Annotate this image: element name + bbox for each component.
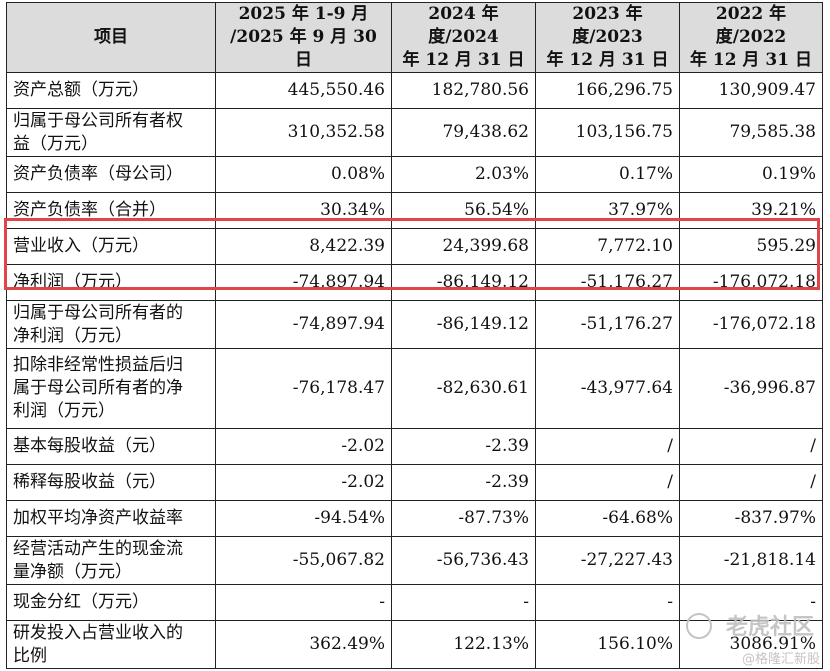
cell-value: -27,227.43 [535,536,680,585]
cell-value: 595.29 [679,228,823,265]
cell-value: 182,780.56 [391,72,536,109]
table-row: 现金分红（万元） - - - - [6,584,823,621]
cell-value: 56.54% [391,192,536,229]
cell-value: -56,736.43 [391,536,536,585]
row-label: 研发投入占营业收入的 比例 [6,620,216,669]
row-label: 经营活动产生的现金流 量净额（万元） [6,536,216,585]
cell-value: -82,630.61 [391,348,536,429]
table-row: 资产负债率（合并） 30.34% 56.54% 37.97% 39.21% [6,192,823,229]
row-label: 加权平均净资产收益率 [6,500,216,537]
cell-value: -76,178.47 [215,348,392,429]
table-row: 稀释每股收益（元） -2.02 -2.39 / / [6,464,823,501]
cell-value: - [679,584,823,621]
cell-value: 8,422.39 [215,228,392,265]
table-row: 经营活动产生的现金流 量净额（万元） -55,067.82 -56,736.43 … [6,536,823,585]
table-header-row: 项目 2025 年 1-9 月/2025 年 9 月 30 日 2024 年度/… [6,2,823,73]
row-label: 扣除非经常性损益后归 属于母公司所有者的净 利润（万元） [6,348,216,429]
cell-value: 37.97% [535,192,680,229]
cell-value: / [679,464,823,501]
header-col-2022: 2022 年度/2022 年 12 月 31 日 [679,2,823,73]
cell-value: -36,996.87 [679,348,823,429]
cell-value: 156.10% [535,620,680,669]
row-label: 现金分红（万元） [6,584,216,621]
cell-value: -74,897.94 [215,264,392,301]
header-col-2023: 2023 年度/2023 年 12 月 31 日 [535,2,680,73]
cell-value: -86,149.12 [391,300,536,349]
cell-value: 130,909.47 [679,72,823,109]
cell-value: 122.13% [391,620,536,669]
cell-value: -21,818.14 [679,536,823,585]
cell-value: 39.21% [679,192,823,229]
cell-value: 166,296.75 [535,72,680,109]
cell-value: 310,352.58 [215,108,392,157]
cell-value: -2.39 [391,428,536,465]
cell-value: / [535,464,680,501]
cell-value: -94.54% [215,500,392,537]
cell-value: - [215,584,392,621]
table-row: 营业收入（万元） 8,422.39 24,399.68 7,772.10 595… [6,228,823,265]
row-label: 净利润（万元） [6,264,216,301]
cell-value: -43,977.64 [535,348,680,429]
cell-value: -86,149.12 [391,264,536,301]
cell-value: 0.19% [679,156,823,193]
table-row: 扣除非经常性损益后归 属于母公司所有者的净 利润（万元） -76,178.47 -8… [6,348,823,429]
cell-value: 24,399.68 [391,228,536,265]
cell-value: -2.39 [391,464,536,501]
row-label: 归属于母公司所有者权 益（万元） [6,108,216,157]
cell-value: 0.17% [535,156,680,193]
table-row: 加权平均净资产收益率 -94.54% -87.73% -64.68% -837.… [6,500,823,537]
cell-value: 103,156.75 [535,108,680,157]
header-col-2025: 2025 年 1-9 月/2025 年 9 月 30 日 [215,2,392,73]
cell-value: -176,072.18 [679,264,823,301]
cell-value: / [679,428,823,465]
row-label: 归属于母公司所有者的 净利润（万元） [6,300,216,349]
cell-value: 7,772.10 [535,228,680,265]
watermark-logo-icon [686,613,712,639]
cell-value: - [535,584,680,621]
cell-value: -55,067.82 [215,536,392,585]
cell-value: 30.34% [215,192,392,229]
cell-value: -51,176.27 [535,264,680,301]
cell-value: -2.02 [215,428,392,465]
header-item: 项目 [6,2,216,73]
table-row: 净利润（万元） -74,897.94 -86,149.12 -51,176.27… [6,264,823,301]
row-label: 资产负债率（母公司） [6,156,216,193]
cell-value: -2.02 [215,464,392,501]
row-label: 资产总额（万元） [6,72,216,109]
cell-value: 79,438.62 [391,108,536,157]
cell-value: 362.49% [215,620,392,669]
cell-value: -176,072.18 [679,300,823,349]
watermark-text: 老虎社区 [725,615,814,640]
table-row: 归属于母公司所有者的 净利润（万元） -74,897.94 -86,149.12 … [6,300,823,349]
cell-value: - [391,584,536,621]
cell-value: -837.97% [679,500,823,537]
table-row: 研发投入占营业收入的 比例 362.49% 122.13% 156.10% 308… [6,620,823,669]
table-row: 基本每股收益（元） -2.02 -2.39 / / [6,428,823,465]
financial-table: 项目 2025 年 1-9 月/2025 年 9 月 30 日 2024 年度/… [6,2,823,669]
cell-value: -87.73% [391,500,536,537]
header-col-2024: 2024 年度/2024 年 12 月 31 日 [391,2,536,73]
cell-value: -64.68% [535,500,680,537]
watermark-subtext: @格隆汇新股 [741,652,820,667]
cell-value: 445,550.46 [215,72,392,109]
cell-value: 2.03% [391,156,536,193]
cell-value: -74,897.94 [215,300,392,349]
row-label: 资产负债率（合并） [6,192,216,229]
table-row: 资产总额（万元） 445,550.46 182,780.56 166,296.7… [6,72,823,109]
cell-value: 0.08% [215,156,392,193]
row-label: 基本每股收益（元） [6,428,216,465]
table-row: 资产负债率（母公司） 0.08% 2.03% 0.17% 0.19% [6,156,823,193]
cell-value: 79,585.38 [679,108,823,157]
row-label: 稀释每股收益（元） [6,464,216,501]
cell-value: -51,176.27 [535,300,680,349]
table-row: 归属于母公司所有者权 益（万元） 310,352.58 79,438.62 103… [6,108,823,157]
row-label: 营业收入（万元） [6,228,216,265]
cell-value: / [535,428,680,465]
